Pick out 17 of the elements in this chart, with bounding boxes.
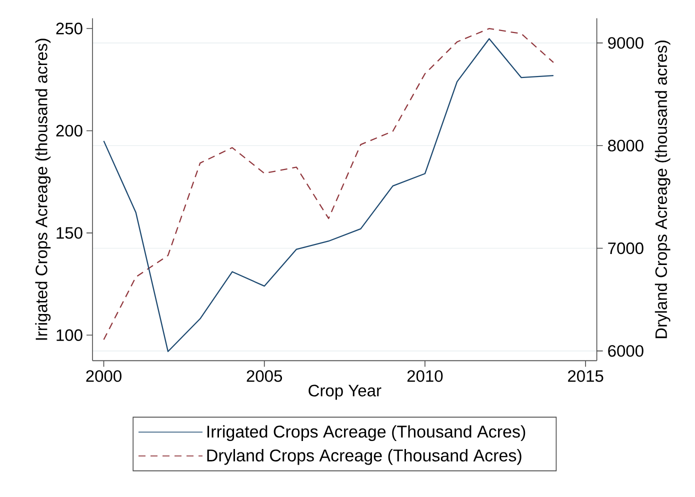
y2-axis-title: Dryland Crops Acreage (thousand acres) (654, 40, 670, 338)
x-tick-label: 2010 (407, 370, 443, 382)
y-tick-label: 200 (56, 124, 82, 137)
y-tick-label: 250 (56, 22, 82, 34)
legend-label: Dryland Crops Acreage (Thousand Acres) (207, 449, 522, 465)
x-tick-label: 2000 (86, 370, 122, 382)
y-tick-label: 150 (56, 227, 82, 239)
y2-tick-label: 8000 (608, 140, 644, 152)
y2-tick-label: 6000 (608, 345, 644, 357)
legend-label: Irrigated Crops Acreage (Thousand Acres) (207, 425, 526, 442)
y-axis-title: Irrigated Crops Acreage (thousand acres) (35, 38, 51, 340)
x-tick-label: 2005 (246, 370, 282, 382)
x-tick-label: 2015 (568, 370, 604, 382)
y2-tick-label: 7000 (608, 242, 644, 254)
y2-tick-label: 9000 (608, 37, 644, 49)
x-axis-title: Crop Year (308, 384, 382, 400)
y-tick-label: 100 (56, 329, 82, 341)
